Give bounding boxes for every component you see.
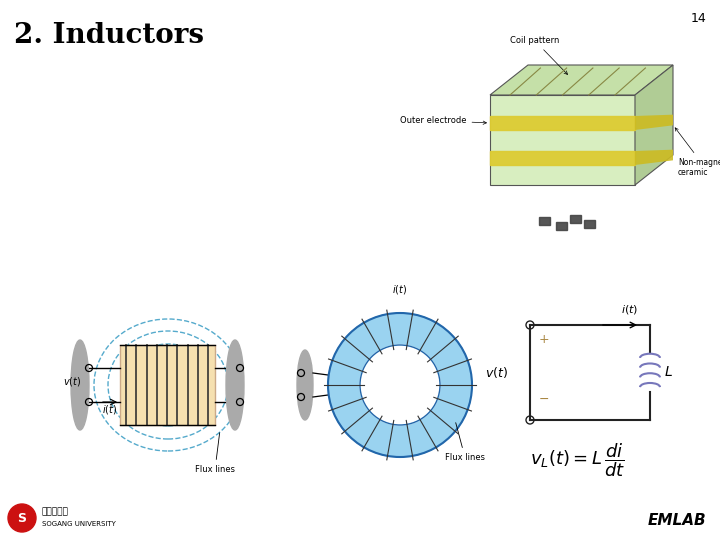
Polygon shape xyxy=(635,150,673,165)
Circle shape xyxy=(360,345,440,425)
Text: $v(t)$: $v(t)$ xyxy=(485,365,508,380)
Text: $L$: $L$ xyxy=(664,366,673,380)
Text: Coil pattern: Coil pattern xyxy=(510,36,567,75)
Polygon shape xyxy=(490,95,635,185)
Text: Non-magnetic
ceramic: Non-magnetic ceramic xyxy=(675,128,720,177)
Text: S: S xyxy=(17,511,27,524)
Text: $-$: $-$ xyxy=(538,392,549,405)
Text: Flux lines: Flux lines xyxy=(195,433,235,474)
Polygon shape xyxy=(490,65,673,95)
Text: $i(t)$: $i(t)$ xyxy=(102,402,117,415)
Bar xyxy=(584,220,595,228)
Text: 14: 14 xyxy=(690,12,706,25)
Text: Outer electrode: Outer electrode xyxy=(400,116,487,125)
Bar xyxy=(570,215,581,223)
Text: EMLAB: EMLAB xyxy=(647,513,706,528)
Bar xyxy=(120,345,215,425)
Text: $i(t)$: $i(t)$ xyxy=(621,303,639,316)
Text: $i(t)$: $i(t)$ xyxy=(392,284,408,296)
Bar xyxy=(490,151,635,165)
Bar xyxy=(539,217,550,225)
Text: $v(t)$: $v(t)$ xyxy=(63,375,81,388)
Bar xyxy=(556,222,567,230)
Text: 서강대학교: 서강대학교 xyxy=(42,508,69,516)
Text: $v_L(t) = L\,\dfrac{di}{dt}$: $v_L(t) = L\,\dfrac{di}{dt}$ xyxy=(530,441,626,479)
Ellipse shape xyxy=(226,340,244,430)
Ellipse shape xyxy=(71,340,89,430)
Text: Flux lines: Flux lines xyxy=(445,423,485,462)
Polygon shape xyxy=(635,65,673,185)
Ellipse shape xyxy=(297,350,313,420)
Polygon shape xyxy=(635,114,673,130)
Circle shape xyxy=(8,504,36,532)
Text: $+$: $+$ xyxy=(538,333,549,346)
Bar xyxy=(490,116,635,130)
Circle shape xyxy=(328,313,472,457)
Text: SOGANG UNIVERSITY: SOGANG UNIVERSITY xyxy=(42,521,116,527)
Text: 2. Inductors: 2. Inductors xyxy=(14,22,204,49)
